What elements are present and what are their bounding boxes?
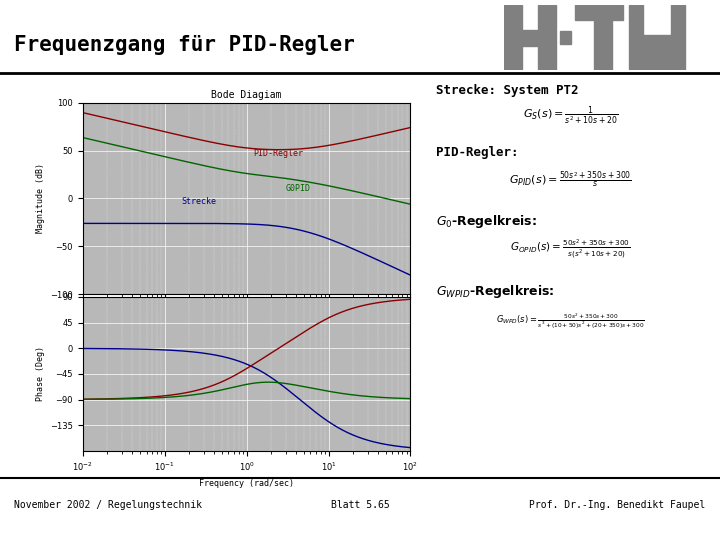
Bar xyxy=(539,5,557,70)
Y-axis label: Magnitude (dB): Magnitude (dB) xyxy=(36,164,45,233)
Text: $G_0$-Regelkreis:: $G_0$-Regelkreis: xyxy=(436,213,536,230)
Text: Strecke: Strecke xyxy=(181,197,216,206)
Bar xyxy=(643,35,657,70)
Y-axis label: Phase (Deg): Phase (Deg) xyxy=(36,347,45,401)
Text: $G_{WPID}$-Regelkreis:: $G_{WPID}$-Regelkreis: xyxy=(436,284,554,300)
Text: November 2002 / Regelungstechnik: November 2002 / Regelungstechnik xyxy=(14,500,202,510)
Text: G0PID: G0PID xyxy=(286,184,311,193)
Bar xyxy=(560,31,570,44)
Text: PID-Regler:: PID-Regler: xyxy=(436,146,518,159)
Bar xyxy=(504,5,522,70)
Text: $G_{WPD}(s)=\frac{50s^2+350s+300}{s^3+(10+50)s^2+(20+350)s+300}$: $G_{WPD}(s)=\frac{50s^2+350s+300}{s^3+(1… xyxy=(496,312,645,331)
Bar xyxy=(522,30,539,46)
Bar xyxy=(594,20,612,70)
Bar xyxy=(629,5,643,70)
Bar xyxy=(657,35,671,70)
Bar xyxy=(671,5,685,70)
Bar xyxy=(575,5,623,20)
X-axis label: Frequency (rad/sec): Frequency (rad/sec) xyxy=(199,478,294,488)
Title: Bode Diagiam: Bode Diagiam xyxy=(212,90,282,100)
Text: $G_{PID}(s) = \frac{50s^2+350s+300}{s}$: $G_{PID}(s) = \frac{50s^2+350s+300}{s}$ xyxy=(509,170,632,189)
Text: $G_{OPID}(s) = \frac{50s^2+350s+300}{s(s^2+10s+20)}$: $G_{OPID}(s) = \frac{50s^2+350s+300}{s(s… xyxy=(510,237,631,260)
Text: Strecke: System PT2: Strecke: System PT2 xyxy=(436,84,578,97)
Text: PID-Regler: PID-Regler xyxy=(253,149,303,158)
Text: Frequenzgang für PID-Regler: Frequenzgang für PID-Regler xyxy=(14,35,355,55)
Text: Blatt 5.65: Blatt 5.65 xyxy=(330,500,390,510)
Text: Prof. Dr.-Ing. Benedikt Faupel: Prof. Dr.-Ing. Benedikt Faupel xyxy=(529,500,706,510)
Text: $G_S(s) = \frac{1}{s^2+10s+20}$: $G_S(s) = \frac{1}{s^2+10s+20}$ xyxy=(523,104,618,127)
